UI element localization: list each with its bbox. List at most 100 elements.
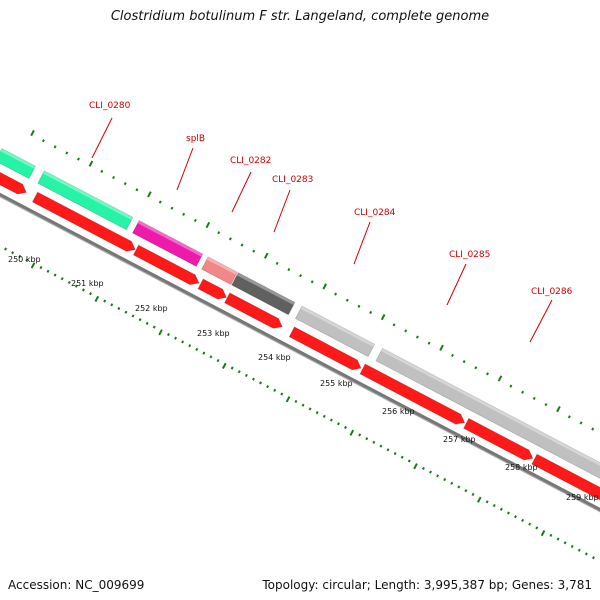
gene-block-cli-0285 [375, 347, 600, 479]
tick-mark-inner [358, 433, 362, 437]
tick-mark-inner [443, 477, 447, 482]
tick-mark [544, 402, 548, 407]
tick-mark-inner [30, 262, 36, 269]
tick-mark-inner [535, 526, 539, 530]
tick-mark [392, 323, 396, 327]
gene-block-highlight [236, 272, 295, 305]
gene-label: CLI_0280 [89, 101, 131, 111]
tick-mark [217, 231, 221, 235]
tick-mark [345, 298, 349, 302]
tick-mark-inner [336, 422, 340, 426]
tick-marks [4, 129, 595, 560]
tick-mark-inner [280, 392, 284, 396]
gene-block-highlight [137, 220, 203, 257]
tick-mark-inner [591, 556, 595, 560]
tick-mark-inner [222, 362, 227, 369]
tick-mark-inner [492, 504, 496, 508]
tick-mark-inner [67, 280, 71, 285]
tick-mark-inner [400, 455, 404, 459]
tick-mark [439, 344, 444, 351]
tick-mark [567, 415, 571, 419]
gene-block-splb [131, 220, 204, 267]
label-leader-line [353, 221, 371, 265]
topology-label: Topology: circular; Length: 3,995,387 bp… [262, 578, 592, 592]
tick-mark-inner [521, 518, 525, 523]
gene-block-cli-0280 [37, 170, 134, 231]
tick-mark [77, 157, 80, 161]
tick-mark-inner [457, 485, 461, 489]
tick-mark-inner [285, 396, 291, 403]
tick-mark [193, 218, 197, 223]
label-leader-line [231, 171, 252, 213]
gene-block-highlight [0, 148, 36, 169]
tick-mark-inner [365, 437, 369, 441]
label-leader-line [176, 147, 194, 191]
cds-arrow [31, 191, 136, 252]
tick-mark-inner [138, 318, 142, 322]
tick-mark-inner [25, 258, 29, 262]
tick-mark [380, 313, 386, 321]
gene-label: splB [186, 134, 205, 144]
tick-mark [521, 390, 525, 394]
kbp-label: 259 kbp [566, 493, 599, 502]
tick-mark [357, 304, 361, 308]
tick-mark [310, 280, 314, 284]
tick-mark [53, 145, 57, 149]
tick-mark-inner [53, 273, 57, 277]
tick-mark-inner [110, 303, 114, 307]
tick-mark-inner [344, 425, 347, 430]
tick-mark-inner [393, 451, 397, 456]
tick-mark-inner [158, 329, 163, 336]
tick-mark [65, 151, 69, 155]
tick-mark-inner [506, 511, 510, 515]
tick-mark [334, 292, 338, 296]
tick-mark [41, 139, 45, 143]
tick-mark [497, 375, 503, 382]
tick-mark-inner [436, 474, 440, 478]
accession-label: Accession: NC_009699 [8, 578, 145, 592]
gene-label: CLI_0282 [230, 156, 271, 166]
kbp-label: 250 kbp [8, 255, 41, 264]
tick-mark-inner [315, 411, 319, 415]
cds-arrow [531, 453, 600, 501]
tick-mark-inner [499, 507, 503, 511]
cds-arrow [197, 278, 227, 300]
tick-mark [252, 249, 256, 253]
tick-mark-inner [216, 358, 220, 363]
tick-mark [112, 175, 115, 180]
tick-mark-inner [39, 266, 43, 270]
tick-mark-inner [372, 440, 376, 444]
map-title: Clostridium botulinum F str. Langeland, … [110, 9, 490, 24]
tick-mark-inner [407, 459, 411, 463]
tick-mark [415, 335, 419, 339]
tick-mark [299, 274, 302, 278]
tick-mark-inner [477, 496, 482, 503]
tick-mark-inner [81, 288, 85, 292]
kbp-label: 258 kbp [505, 463, 538, 472]
tick-mark-inner [166, 332, 170, 337]
tick-mark [532, 396, 536, 400]
tick-mark-inner [195, 347, 199, 351]
tick-mark [427, 341, 431, 345]
tick-mark-inner [46, 269, 50, 273]
label-leader-line [91, 117, 113, 159]
gene-block-highlight [206, 256, 238, 275]
tick-mark-inner [244, 373, 248, 378]
tick-mark [158, 200, 162, 204]
gene-label: CLI_0284 [354, 208, 396, 218]
tick-mark-inner [60, 277, 64, 281]
tick-mark [322, 283, 327, 290]
tick-mark [228, 237, 232, 241]
backbone-line [0, 192, 600, 513]
tick-mark-inner [556, 537, 560, 541]
backbone-shadow [0, 196, 600, 513]
tick-mark-inner [117, 306, 121, 311]
tick-mark [509, 384, 513, 388]
tick-mark-inner [549, 533, 553, 537]
tick-mark [404, 329, 408, 333]
tick-mark [240, 243, 244, 247]
cds-arrow [463, 417, 534, 461]
tick-mark-inner [450, 481, 454, 485]
tick-mark-inner [294, 399, 298, 404]
